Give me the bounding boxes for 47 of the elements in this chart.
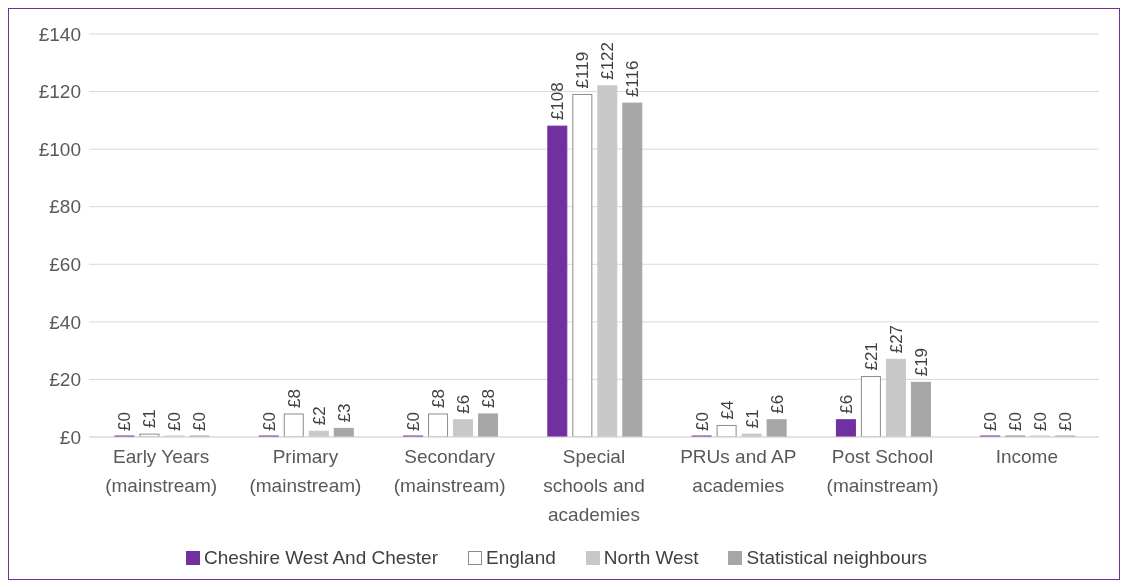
data-label: £8 — [284, 389, 304, 408]
y-tick-label: £120 — [38, 81, 81, 103]
legend-label: North West — [603, 547, 699, 569]
data-label: £0 — [115, 412, 135, 431]
data-label: £4 — [717, 400, 737, 420]
data-label: £6 — [454, 394, 474, 414]
data-label: £0 — [259, 412, 279, 431]
data-label: £0 — [1031, 412, 1051, 431]
data-label: £6 — [767, 394, 787, 414]
data-label: £19 — [911, 347, 931, 377]
data-label: £0 — [190, 412, 210, 431]
data-label: £3 — [334, 403, 354, 423]
data-label: £119 — [573, 51, 593, 89]
y-tick-label: £0 — [59, 426, 81, 448]
data-label: £0 — [165, 412, 185, 431]
data-label: £108 — [548, 82, 568, 121]
y-tick-label: £20 — [49, 369, 81, 391]
legend-label: England — [486, 547, 556, 569]
x-tick-label: Secondary (mainstream) — [393, 446, 506, 496]
data-label: £0 — [404, 412, 424, 431]
data-label: £0 — [692, 412, 712, 431]
data-label: £0 — [1056, 412, 1076, 431]
data-label: £6 — [836, 394, 856, 414]
x-tick-label: PRUs and AP academies — [680, 446, 797, 496]
x-tick-label: Early Years (mainstream) — [105, 446, 218, 496]
data-label: £8 — [429, 389, 449, 408]
data-label: £1 — [140, 409, 160, 429]
x-tick-label: Post School (mainstream) — [826, 446, 939, 496]
y-tick-label: £40 — [49, 311, 81, 333]
data-label: £8 — [479, 389, 499, 408]
y-tick-label: £140 — [38, 23, 81, 45]
data-label: £2 — [309, 406, 329, 426]
legend-label: Cheshire West And Chester — [203, 547, 439, 569]
data-label: £21 — [861, 342, 881, 371]
x-tick-label: Special schools and academies — [543, 446, 645, 525]
data-label: £0 — [981, 412, 1001, 431]
data-label: £1 — [742, 409, 762, 429]
x-tick-label: Primary (mainstream) — [249, 446, 362, 496]
legend-label: Statistical neighbours — [746, 547, 928, 569]
data-label: £116 — [623, 60, 643, 98]
data-label: £27 — [886, 324, 906, 354]
y-tick-label: £60 — [49, 254, 81, 276]
data-label: £0 — [1006, 412, 1026, 431]
data-label: £122 — [598, 41, 618, 80]
x-tick-label: Income — [995, 446, 1059, 467]
y-tick-label: £80 — [49, 196, 81, 218]
y-tick-label: £100 — [38, 138, 81, 160]
